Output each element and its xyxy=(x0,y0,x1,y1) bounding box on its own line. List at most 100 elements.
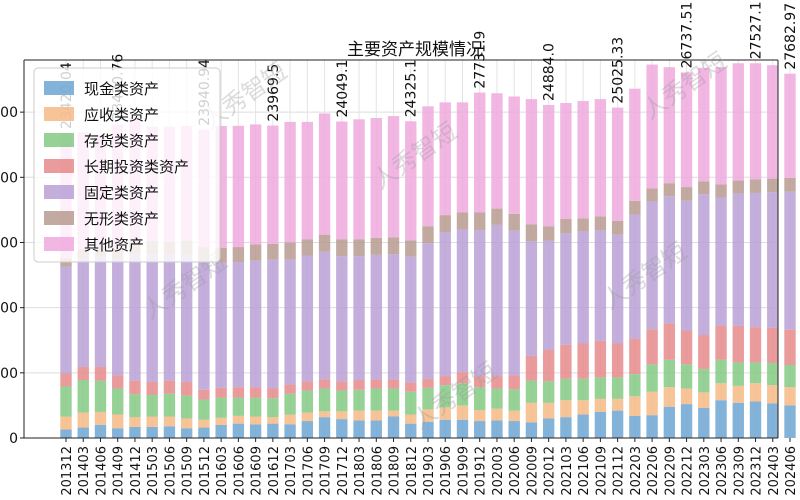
bar-201809-series-3 xyxy=(387,379,400,389)
bar-202312-series-6 xyxy=(749,63,762,180)
bar-202306-series-5 xyxy=(715,184,727,198)
bar-202112-series-4 xyxy=(611,234,624,344)
bar-201606-series-5 xyxy=(232,247,245,263)
bar-201312-series-1 xyxy=(60,416,72,430)
bar-201703-series-3 xyxy=(284,384,296,394)
bar-202006-series-4 xyxy=(508,230,520,376)
bar-202312-series-2 xyxy=(749,362,762,384)
bar-202006-series-1 xyxy=(508,410,520,422)
bar-201909-series-5 xyxy=(456,212,469,230)
x-tick-label-201703: 201703 xyxy=(284,446,299,496)
bar-202406-series-6 xyxy=(784,73,796,178)
x-tick-label-202306: 202306 xyxy=(715,446,730,496)
bar-201406-series-0 xyxy=(94,424,107,438)
x-tick-label-202009: 202009 xyxy=(525,446,540,496)
bar-201803-series-0 xyxy=(353,420,365,438)
y-tick-label-5: 25000 xyxy=(0,105,18,121)
bar-202212-series-4 xyxy=(680,200,693,331)
legend-label-1: 应收类资产 xyxy=(84,106,159,124)
x-tick-label-201412: 201412 xyxy=(129,446,144,496)
bar-201903-series-5 xyxy=(422,226,434,244)
bar-202203-series-6 xyxy=(629,88,641,201)
x-tick-label-201312: 201312 xyxy=(60,446,75,496)
bar-201903-series-6 xyxy=(422,106,434,227)
bar-201606-series-2 xyxy=(232,397,245,416)
bar-stack-202306 xyxy=(715,67,727,438)
bar-201312-series-0 xyxy=(60,429,72,438)
bar-201806-series-5 xyxy=(370,237,382,255)
bar-201703-series-0 xyxy=(284,424,296,438)
bar-202206-series-5 xyxy=(646,188,658,202)
bar-201609-series-0 xyxy=(249,424,262,438)
bar-202012-series-3 xyxy=(542,350,555,382)
bar-202209-series-2 xyxy=(663,359,676,388)
bar-201403-series-3 xyxy=(77,366,89,380)
bar-stack-201906 xyxy=(439,102,451,438)
bar-202206-series-3 xyxy=(646,329,658,365)
y-tick-label-1: 5000 xyxy=(0,366,18,382)
bar-202106-series-5 xyxy=(577,218,589,232)
bar-201806-series-1 xyxy=(370,410,382,421)
bar-201312-series-4 xyxy=(60,266,72,374)
chart-title: 主要资产规模情况 xyxy=(347,40,483,60)
bar-202403-series-6 xyxy=(767,65,779,179)
y-axis-ticks: 0 5000 10000 15000 20000 25000 xyxy=(0,105,24,447)
bar-stack-202303 xyxy=(698,67,710,438)
bar-201409-series-3 xyxy=(112,375,124,389)
bar-201803-series-5 xyxy=(353,239,365,257)
bar-201506-series-4 xyxy=(163,254,176,381)
bar-201812-series-5 xyxy=(405,240,417,257)
bar-201403-series-2 xyxy=(77,379,89,413)
legend-swatch-3 xyxy=(44,159,74,173)
bar-201509-series-4 xyxy=(180,254,193,382)
bar-201903-series-3 xyxy=(422,378,434,388)
bar-201706-series-1 xyxy=(301,412,314,422)
bar-201406-series-1 xyxy=(94,411,107,425)
bar-201912-series-2 xyxy=(474,387,486,410)
bar-202109-series-2 xyxy=(594,377,607,399)
bar-202403-series-5 xyxy=(767,178,779,193)
bar-201709-series-2 xyxy=(318,388,331,412)
bar-201903-series-2 xyxy=(422,387,434,410)
bar-201812-series-6 xyxy=(405,121,417,241)
bar-201912-series-5 xyxy=(474,212,486,231)
x-tick-label-201909: 201909 xyxy=(456,446,471,496)
x-tick-label-201606: 201606 xyxy=(232,446,247,496)
bar-stack-201609 xyxy=(249,124,262,438)
bar-202106-series-4 xyxy=(577,231,589,344)
annotation-202406: 27682.97 xyxy=(783,3,799,70)
bar-202012-series-6 xyxy=(542,104,555,227)
bar-202103-series-2 xyxy=(560,378,572,401)
bar-202209-series-6 xyxy=(663,67,676,184)
bar-202309-series-6 xyxy=(732,63,744,181)
legend-label-0: 现金类资产 xyxy=(84,80,159,98)
bar-202403-series-1 xyxy=(767,385,779,404)
bar-202303-series-6 xyxy=(698,67,710,182)
y-tick-label-3: 15000 xyxy=(0,235,18,251)
bar-201812-series-4 xyxy=(405,256,417,383)
x-tick-label-201509: 201509 xyxy=(181,446,196,496)
x-tick-label-202303: 202303 xyxy=(698,446,713,496)
bar-201709-series-5 xyxy=(318,234,331,252)
bar-202003-series-2 xyxy=(491,388,503,409)
bar-202006-series-3 xyxy=(508,375,520,390)
bar-202203-series-1 xyxy=(629,396,641,416)
bar-stack-202309 xyxy=(732,63,744,438)
bar-201803-series-2 xyxy=(353,389,365,411)
x-tick-label-202203: 202203 xyxy=(629,446,644,496)
bar-201512-series-0 xyxy=(198,427,210,438)
bar-202009-series-5 xyxy=(525,224,538,242)
annotation-202112: 25025.33 xyxy=(611,37,627,104)
bar-202312-series-3 xyxy=(749,327,762,363)
bar-201909-series-1 xyxy=(456,405,469,420)
x-tick-label-202406: 202406 xyxy=(784,446,799,496)
bar-202112-series-0 xyxy=(611,410,624,438)
y-tick-label-0: 0 xyxy=(9,431,18,447)
bar-201406-series-2 xyxy=(94,380,107,412)
bar-202312-series-4 xyxy=(749,192,762,328)
bar-202209-series-4 xyxy=(663,196,676,324)
bar-201612-series-1 xyxy=(267,417,279,424)
bar-201703-series-1 xyxy=(284,414,296,425)
bar-202303-series-1 xyxy=(698,392,710,409)
